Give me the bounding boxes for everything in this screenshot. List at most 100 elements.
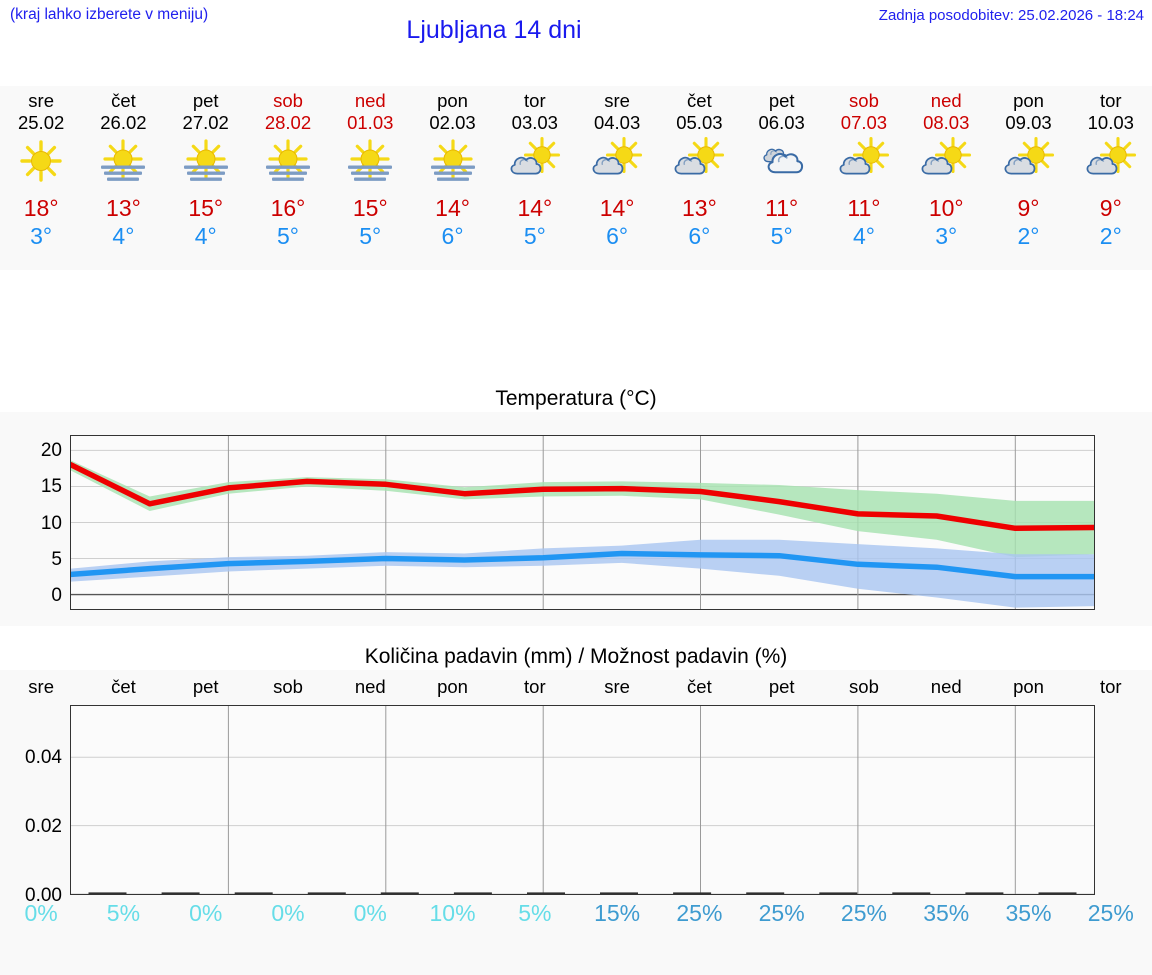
day-name: ned [930,90,962,111]
day-date: 03.03 [511,111,558,133]
day-name: sre [28,90,54,111]
day-date: 28.02 [264,111,312,133]
forecast-day-column[interactable]: čet 05.03 13° 6° [658,86,740,270]
sun-haze-icon [175,136,237,186]
precipitation-probability-label: 0% [271,900,305,926]
temperature-chart-title: Temperatura (°C) [495,387,657,410]
day-temp-max: 11° [847,194,881,221]
forecast-day-column[interactable]: tor 03.03 14° 5° [494,86,576,270]
day-temp-max: 15° [352,194,388,221]
page-title: Ljubljana 14 dni [406,16,582,44]
day-temp-min: 3° [30,222,53,249]
forecast-day-column[interactable]: sob 28.02 16° 5° [247,86,329,270]
forecast-day-column[interactable]: ned 01.03 15° 5° [329,86,411,270]
precipitation-y-tick-label: 0.00 [25,885,62,906]
day-name: pon [437,90,468,111]
precipitation-y-tick-label: 0.02 [25,815,62,837]
precipitation-probability-label: 10% [429,900,476,926]
precipitation-y-tick-label: 0.04 [25,746,62,768]
day-date: 08.03 [923,111,970,133]
precipitation-day-label: čet [111,676,136,697]
day-temp-max: 14° [435,194,470,221]
day-date: 04.03 [593,111,641,133]
day-temp-max: 9° [1017,194,1040,221]
menu-hint-link[interactable]: (kraj lahko izberete v meniju) [10,6,209,23]
precipitation-probability-label: 25% [1087,900,1134,926]
precipitation-probability-label: 0% [353,900,387,926]
partly-cloudy-icon [998,136,1060,186]
forecast-day-column[interactable]: sob 07.03 11° 4° [823,86,905,270]
precipitation-probability-row: 0% 5% 0% 0% 0% 10% 5% 15% 25% 25% 25% 35% 35% 25% [0,900,1152,927]
last-updated-label: Zadnja posodobitev: 25.02.2026 - 18:24 [878,7,1144,24]
sun-haze-icon [339,136,401,186]
day-temp-min: 5° [276,222,299,249]
precipitation-probability-label: 25% [840,900,887,926]
precipitation-probability-label: 25% [676,900,723,926]
temperature-y-tick-label: 20 [40,439,62,461]
temperature-y-tick-label: 15 [40,476,62,498]
day-name: ned [354,90,386,111]
day-name: čet [111,90,136,111]
temperature-y-tick-label: 5 [51,548,62,570]
sun-clear-icon [10,136,72,186]
day-name: sob [849,90,879,111]
day-temp-max: 10° [928,194,964,221]
partly-cloudy-icon [504,136,566,186]
forecast-day-column[interactable]: sre 25.02 18° 3° [0,86,82,270]
forecast-day-column[interactable]: čet 26.02 13° 4° [82,86,164,270]
day-temp-max: 15° [188,194,224,221]
day-temp-max: 13° [106,194,141,221]
day-temp-min: 2° [1017,222,1040,249]
precipitation-probability-label: 35% [1005,900,1052,926]
day-temp-max: 18° [23,194,59,221]
forecast-day-column[interactable]: pon 02.03 14° 6° [411,86,493,270]
day-name: pet [192,90,219,111]
precipitation-probability-label: 15% [594,900,641,926]
precipitation-probability-label: 0% [189,900,223,926]
precipitation-plot-area [70,705,1095,895]
precipitation-chart-title: Količina padavin (mm) / Možnost padavin … [364,645,788,668]
precipitation-day-label: ned [930,676,962,697]
day-temp-min: 5° [359,222,382,249]
day-temp-min: 6° [606,222,629,249]
day-date: 10.03 [1087,111,1134,133]
temperature-y-tick-label: 10 [40,512,62,534]
precipitation-probability-label: 5% [518,900,552,926]
day-date: 06.03 [758,111,805,133]
temperature-y-axis: 0 5 10 15 20 [0,435,62,610]
forecast-day-column[interactable]: tor 10.03 9° 2° [1070,86,1152,270]
day-temp-min: 5° [770,222,793,249]
day-name: sob [273,90,303,111]
forecast-day-column[interactable]: pet 06.03 11° 5° [741,86,823,270]
day-temp-max: 9° [1099,194,1122,221]
forecast-day-column[interactable]: sre 04.03 14° 6° [576,86,658,270]
day-date: 25.02 [17,111,65,133]
forecast-day-column[interactable]: ned 08.03 10° 3° [905,86,987,270]
sun-haze-icon [257,136,319,186]
precipitation-chart-section: Količina padavin (mm) / Možnost padavin … [0,640,1152,975]
precipitation-day-label: čet [687,676,712,697]
precipitation-probability-label: 0% [24,900,58,926]
precipitation-probability-label: 35% [923,900,970,926]
precipitation-day-label: pon [437,676,468,697]
forecast-day-column[interactable]: pon 09.03 9° 2° [987,86,1069,270]
precipitation-probability-label: 5% [106,900,141,926]
day-temp-max: 14° [517,194,553,221]
sun-haze-icon [422,136,484,186]
day-date: 02.03 [429,111,476,133]
day-temp-min: 6° [441,222,464,249]
day-date: 09.03 [1005,111,1052,133]
precipitation-day-label: tor [1100,676,1122,697]
forecast-day-column[interactable]: pet 27.02 15° 4° [165,86,247,270]
day-date: 27.02 [182,111,229,133]
day-temp-max: 14° [599,194,635,221]
partly-cloudy-icon [833,136,895,186]
day-date: 05.03 [676,111,723,133]
day-temp-min: 4° [194,222,217,249]
precipitation-day-label: sob [849,676,879,697]
day-temp-min: 5° [523,222,546,249]
sun-haze-icon [92,136,154,186]
precipitation-y-axis: 0.00 0.02 0.04 [0,705,62,906]
